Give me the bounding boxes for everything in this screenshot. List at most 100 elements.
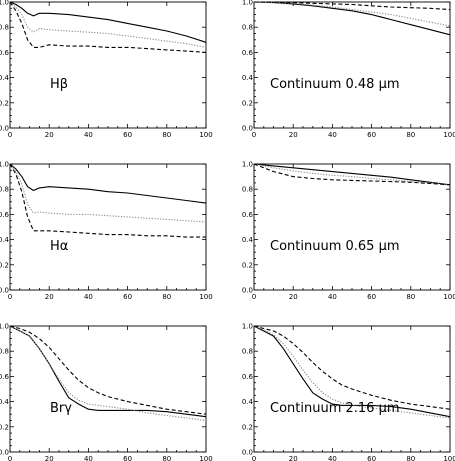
x-tick-label: 80 xyxy=(162,131,171,139)
series-line-solid xyxy=(253,325,451,418)
series-line-solid xyxy=(9,1,207,43)
y-tick-label: 0.2 xyxy=(0,261,9,269)
series-line-dashed xyxy=(253,325,451,410)
x-tick-label: 80 xyxy=(406,455,415,461)
series-line-dotted xyxy=(9,325,207,422)
x-tick-label: 60 xyxy=(123,455,132,461)
panel-4: 0 20 40 60 80 100 0.0 0.2 0.4 0.6 0.8 1.0 Continuum … xyxy=(242,161,455,302)
y-tick-label: 1.0 xyxy=(242,161,253,169)
series-line-dotted xyxy=(253,163,451,186)
y-tick-label: 0.6 xyxy=(0,373,10,381)
y-tick-label: 0.8 xyxy=(0,186,9,194)
series-line-solid xyxy=(253,163,451,186)
x-tick-label: 40 xyxy=(84,455,93,461)
series-line-dashed xyxy=(9,163,206,238)
x-tick-label: 60 xyxy=(123,293,132,301)
x-tick-label: 20 xyxy=(289,131,298,139)
y-tick-label: 0.0 xyxy=(0,449,9,457)
x-tick-label: 0 xyxy=(252,455,256,461)
x-tick-label: 20 xyxy=(45,131,54,139)
x-tick-label: 20 xyxy=(289,455,298,461)
y-tick-label: 0.2 xyxy=(242,261,253,269)
y-tick-label: 0.4 xyxy=(242,398,254,406)
x-tick-label: 80 xyxy=(162,293,171,301)
panel-label: Brγ xyxy=(50,401,72,416)
series-line-dashed xyxy=(253,163,451,186)
x-tick-label: 0 xyxy=(8,131,12,139)
panel-5: 0 20 40 60 80 100 0.0 0.2 0.4 0.6 0.8 1.0 Brγ xyxy=(0,323,213,461)
series-line-dotted xyxy=(9,163,207,223)
y-tick-label: 0.8 xyxy=(242,186,253,194)
x-tick-label: 100 xyxy=(199,293,212,301)
x-tick-label: 100 xyxy=(443,293,455,301)
plot-frame xyxy=(253,1,451,129)
x-tick-label: 40 xyxy=(328,455,337,461)
x-tick-label: 80 xyxy=(162,455,171,461)
y-tick-label: 0.0 xyxy=(242,125,253,133)
y-tick-label: 1.0 xyxy=(0,323,9,331)
x-tick-label: 40 xyxy=(328,293,337,301)
y-tick-label: 0.4 xyxy=(242,74,254,82)
panel-6: 0 20 40 60 80 100 0.0 0.2 0.4 0.6 0.8 1.0 Continuum … xyxy=(242,323,455,461)
x-tick-label: 40 xyxy=(84,293,93,301)
y-tick-label: 0.4 xyxy=(0,236,10,244)
series-line-dashed xyxy=(9,325,207,415)
y-tick-label: 0.8 xyxy=(0,24,9,32)
y-tick-label: 0.6 xyxy=(0,211,10,219)
panel-1: 0 20 40 60 80 100 0.0 0.2 0.4 0.6 0.8 1.0 Hβ xyxy=(0,0,213,139)
y-tick-label: 0.8 xyxy=(242,348,253,356)
y-tick-label: 0.6 xyxy=(0,49,10,57)
y-tick-label: 1.0 xyxy=(242,0,253,7)
y-tick-label: 0.2 xyxy=(242,99,253,107)
y-tick-label: 0.0 xyxy=(242,449,253,457)
x-tick-label: 60 xyxy=(367,293,376,301)
x-tick-label: 20 xyxy=(45,455,54,461)
plot-frame xyxy=(9,1,207,129)
plot-frame xyxy=(253,163,451,291)
panel-3: 0 20 40 60 80 100 0.0 0.2 0.4 0.6 0.8 1.0 Hα xyxy=(0,161,213,302)
x-tick-label: 80 xyxy=(406,293,415,301)
y-tick-label: 0.2 xyxy=(0,99,9,107)
x-tick-label: 40 xyxy=(328,131,337,139)
y-tick-label: 1.0 xyxy=(0,161,9,169)
y-tick-label: 1.0 xyxy=(0,0,9,7)
y-tick-label: 0.8 xyxy=(0,348,9,356)
panel-label: Hβ xyxy=(50,77,68,92)
series-line-dotted xyxy=(253,1,451,27)
x-tick-label: 0 xyxy=(8,293,12,301)
panel-label: Hα xyxy=(50,239,68,254)
x-tick-label: 80 xyxy=(406,131,415,139)
x-tick-label: 60 xyxy=(367,131,376,139)
y-tick-label: 0.4 xyxy=(0,74,10,82)
y-tick-label: 0.0 xyxy=(242,287,253,295)
plot-frame xyxy=(9,163,207,291)
series-line-dotted xyxy=(253,325,451,419)
x-tick-label: 100 xyxy=(443,131,455,139)
y-tick-label: 0.4 xyxy=(242,236,254,244)
y-tick-label: 0.0 xyxy=(0,287,9,295)
x-tick-label: 0 xyxy=(252,293,256,301)
x-tick-label: 20 xyxy=(45,293,54,301)
panel-2: 0 20 40 60 80 100 0.0 0.2 0.4 0.6 0.8 1.0 Continuum … xyxy=(242,0,455,139)
y-tick-label: 0.6 xyxy=(242,211,254,219)
panel-label: Continuum 0.65 μm xyxy=(270,239,400,254)
series-line-dashed xyxy=(254,1,451,11)
panel-label: Continuum 2.16 μm xyxy=(270,401,400,416)
y-tick-label: 0.0 xyxy=(0,125,9,133)
x-tick-label: 100 xyxy=(199,455,212,461)
series-line-solid xyxy=(9,325,207,418)
plot-frame xyxy=(9,325,207,453)
x-tick-label: 40 xyxy=(84,131,93,139)
y-tick-label: 0.8 xyxy=(242,24,253,32)
x-tick-label: 60 xyxy=(123,131,132,139)
x-tick-label: 20 xyxy=(289,293,298,301)
series-line-dashed xyxy=(9,1,207,53)
series-line-solid xyxy=(9,163,207,204)
x-tick-label: 60 xyxy=(367,455,376,461)
y-tick-label: 1.0 xyxy=(242,323,253,331)
x-tick-label: 100 xyxy=(443,455,455,461)
y-tick-label: 0.6 xyxy=(242,49,254,57)
x-tick-label: 100 xyxy=(199,131,212,139)
x-tick-label: 0 xyxy=(252,131,256,139)
y-tick-label: 0.4 xyxy=(0,398,10,406)
